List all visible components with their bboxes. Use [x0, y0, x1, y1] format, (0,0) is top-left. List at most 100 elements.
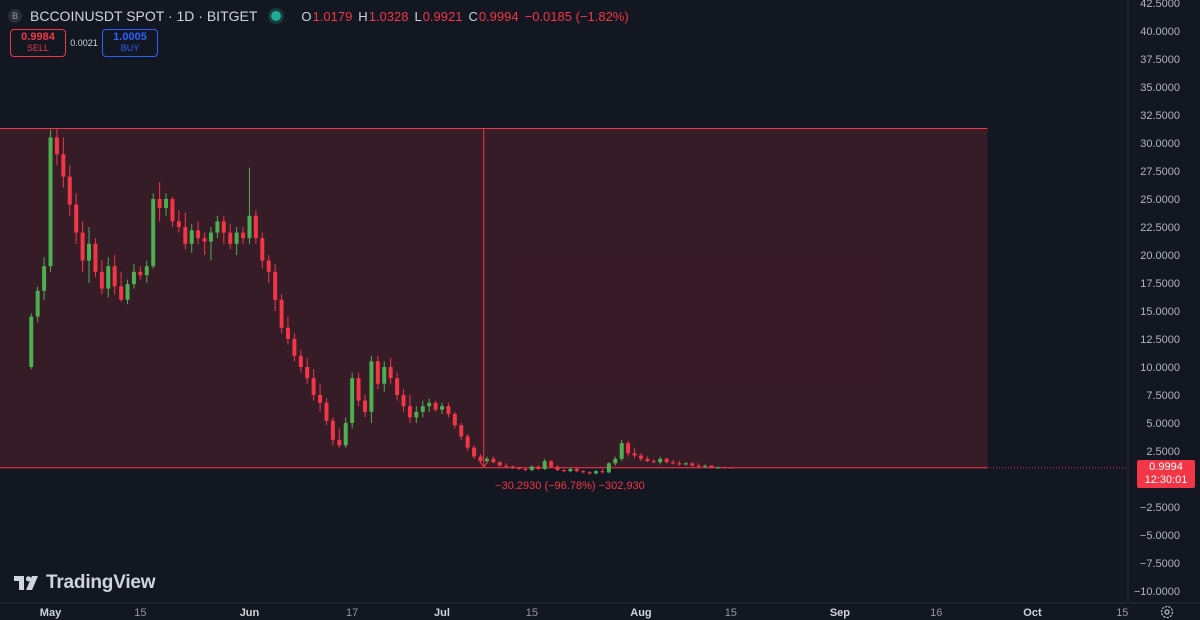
candle-body: [42, 266, 47, 291]
candle: [151, 193, 156, 269]
buy-price: 1.0005: [113, 31, 147, 43]
candle: [311, 369, 316, 401]
candle: [138, 266, 143, 280]
candle: [446, 402, 451, 418]
y-tick-label: 17.5000: [1140, 278, 1180, 290]
y-tick-label: 25.0000: [1140, 194, 1180, 206]
candle-body: [266, 260, 271, 272]
candle: [170, 196, 175, 227]
candle: [61, 137, 66, 188]
candle: [80, 221, 85, 272]
tradingview-logo-icon: [14, 576, 38, 590]
candle-body: [683, 463, 688, 465]
candle: [561, 468, 566, 473]
candle-body: [93, 243, 98, 272]
candle-body: [228, 232, 233, 244]
candle: [645, 456, 650, 463]
candle-body: [664, 458, 669, 463]
symbol-title[interactable]: BCCOINUSDT SPOT · 1D · BITGET: [30, 8, 258, 24]
candle-body: [330, 420, 335, 440]
candle: [337, 428, 342, 448]
candle: [87, 227, 92, 283]
candle-body: [74, 204, 79, 233]
candle: [709, 465, 714, 469]
y-tick-label: −2.5000: [1140, 502, 1180, 514]
candle: [298, 350, 303, 373]
candle: [440, 402, 445, 415]
candle-body: [324, 402, 329, 421]
x-tick-label: 15: [725, 607, 737, 619]
candle-body: [119, 286, 124, 300]
y-tick-label: 12.5000: [1140, 334, 1180, 346]
x-tick-label: Sep: [830, 607, 850, 619]
candle: [29, 313, 34, 370]
candle-body: [99, 271, 104, 289]
candle: [266, 255, 271, 283]
y-tick-label: 5.0000: [1146, 418, 1180, 430]
candle: [279, 294, 284, 334]
candle-body: [106, 266, 111, 289]
candle: [529, 465, 534, 472]
candle: [715, 466, 720, 469]
candle-body: [472, 447, 477, 457]
candle: [93, 238, 98, 278]
candle-body: [722, 467, 727, 469]
chart-legend: B BCCOINUSDT SPOT · 1D · BITGET O 1.0179 …: [8, 6, 629, 26]
measure-label: −30.2930 (−96.78%) −302,930: [495, 480, 645, 492]
y-tick-label: 15.0000: [1140, 306, 1180, 318]
sell-button[interactable]: 0.9984 SELL: [10, 29, 66, 57]
candle-body: [696, 465, 701, 467]
candle: [703, 464, 708, 468]
candle-body: [202, 238, 207, 242]
candle-body: [459, 425, 464, 437]
candle-body: [574, 468, 579, 472]
candle-body: [407, 406, 412, 418]
candle: [465, 434, 470, 451]
candle-body: [112, 266, 117, 287]
market-status-dot-icon[interactable]: [271, 11, 282, 21]
candle: [119, 271, 124, 303]
x-tick-label: 15: [526, 607, 538, 619]
x-tick-label: Aug: [630, 607, 651, 619]
candle-body: [298, 355, 303, 367]
candle: [131, 263, 136, 289]
candle-body: [626, 443, 631, 454]
candle-body: [420, 406, 425, 412]
candle: [112, 255, 117, 295]
y-tick-label: 32.5000: [1140, 110, 1180, 122]
settings-gear-icon[interactable]: [1160, 605, 1174, 619]
tradingview-logo[interactable]: TradingView: [14, 572, 156, 594]
candle-body: [715, 467, 720, 469]
candle-body: [440, 406, 445, 410]
candle: [215, 215, 220, 239]
buy-button[interactable]: 1.0005 BUY: [102, 29, 158, 57]
high-value: 1.0328: [368, 8, 409, 24]
candle-body: [561, 470, 566, 472]
candle: [241, 227, 246, 244]
y-tick-label: 35.0000: [1140, 82, 1180, 94]
candle: [484, 456, 489, 463]
candle: [420, 400, 425, 418]
candle: [600, 468, 605, 474]
candle: [106, 257, 111, 298]
candle-body: [568, 468, 573, 472]
low-label: L: [414, 8, 422, 24]
candle-body: [427, 402, 432, 407]
candle: [234, 227, 239, 255]
candle: [459, 423, 464, 440]
candle: [395, 372, 400, 401]
candle: [536, 465, 541, 471]
candle-body: [247, 215, 252, 239]
candle-body: [337, 439, 342, 446]
candle: [594, 470, 599, 475]
candle: [638, 453, 643, 462]
candle-body: [285, 327, 290, 339]
candle-body: [125, 284, 130, 300]
candle: [683, 462, 688, 466]
candle: [606, 462, 611, 474]
candle: [176, 210, 181, 233]
y-tick-label: 42.5000: [1140, 0, 1180, 10]
x-tick-label: Jul: [434, 607, 450, 619]
candle-body: [305, 367, 310, 379]
